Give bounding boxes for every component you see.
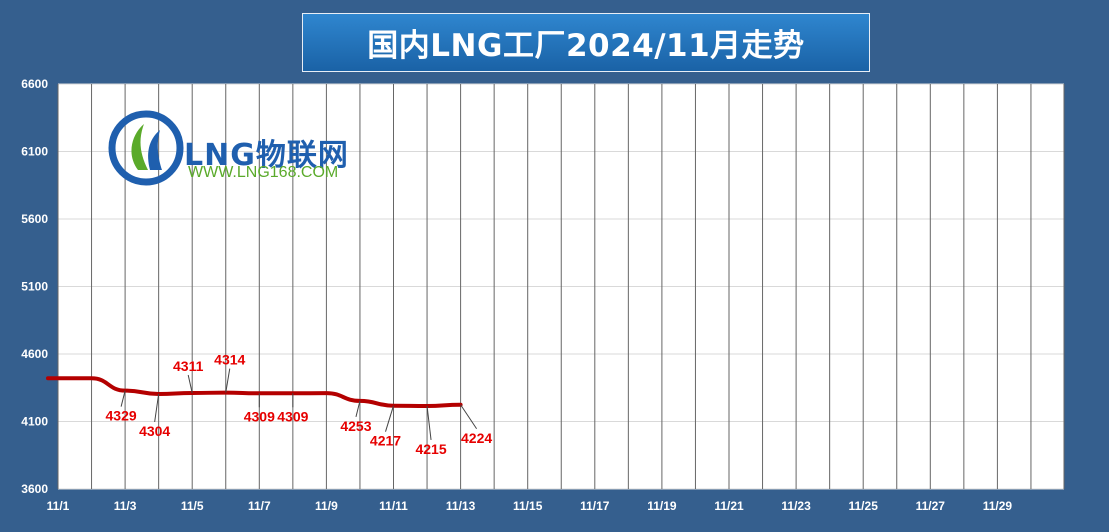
data-label: 4309 <box>277 408 308 424</box>
x-tick-label: 11/13 <box>446 499 476 513</box>
x-tick-label: 11/3 <box>114 499 137 513</box>
data-label: 4311 <box>173 358 204 374</box>
data-label: 4224 <box>461 430 492 446</box>
chart-title-box: 国内LNG工厂2024/11月走势 <box>302 13 870 72</box>
y-tick-label: 6100 <box>21 145 48 159</box>
series-group <box>46 376 463 408</box>
y-tick-label: 5100 <box>21 280 48 294</box>
data-label: 4329 <box>106 408 137 424</box>
data-label: 4217 <box>370 433 401 449</box>
y-tick-label: 5600 <box>21 212 48 226</box>
chart-title: 国内LNG工厂2024/11月走势 <box>367 28 805 64</box>
data-label: 4304 <box>139 423 170 439</box>
x-tick-label: 11/15 <box>513 499 543 513</box>
data-label-leader <box>385 405 394 432</box>
data-label-leader <box>426 405 432 441</box>
x-tick-label: 11/5 <box>181 499 204 513</box>
x-tick-label: 11/29 <box>983 499 1013 513</box>
vertical-gridlines <box>57 84 1065 489</box>
x-tick-label: 11/25 <box>849 499 879 513</box>
x-tick-label: 11/19 <box>647 499 677 513</box>
y-tick-label: 4100 <box>21 415 48 429</box>
lng-logo: LNG物联网 WWW.LNG168.COM <box>108 110 398 190</box>
y-tick-label: 4600 <box>21 347 48 361</box>
data-label-leader <box>120 390 126 407</box>
data-label: 4314 <box>214 352 245 368</box>
data-label-leader <box>460 404 478 430</box>
logo-mark-icon <box>108 110 184 186</box>
logo-url-text: WWW.LNG168.COM <box>188 164 339 181</box>
logo-brand-text: LNG物联网 <box>184 138 349 173</box>
x-tick-label: 11/9 <box>315 499 338 513</box>
x-tick-label: 11/17 <box>580 499 610 513</box>
data-label: 4215 <box>415 441 446 457</box>
data-label-leader <box>355 400 361 417</box>
data-label-leader <box>154 393 160 423</box>
x-tick-label: 11/23 <box>781 499 811 513</box>
x-tick-label: 11/7 <box>248 499 271 513</box>
data-label: 4309 <box>244 408 275 424</box>
x-tick-label: 11/21 <box>714 499 744 513</box>
y-tick-label: 3600 <box>21 482 48 496</box>
x-tick-label: 11/27 <box>916 499 946 513</box>
x-tick-label: 11/11 <box>379 499 408 513</box>
y-axis-ticks: 3600 4100 4600 5100 5600 6100 6600 <box>21 77 48 496</box>
series-line <box>46 376 463 408</box>
x-tick-label: 11/1 <box>47 499 70 513</box>
data-label-leader <box>225 368 231 393</box>
data-label: 4253 <box>340 418 371 434</box>
data-label-leader <box>187 374 193 394</box>
x-axis-ticks: 11/1 11/3 11/5 11/7 11/9 11/11 11/13 11/15 11/17… <box>47 499 1013 513</box>
y-tick-label: 6600 <box>21 77 48 91</box>
